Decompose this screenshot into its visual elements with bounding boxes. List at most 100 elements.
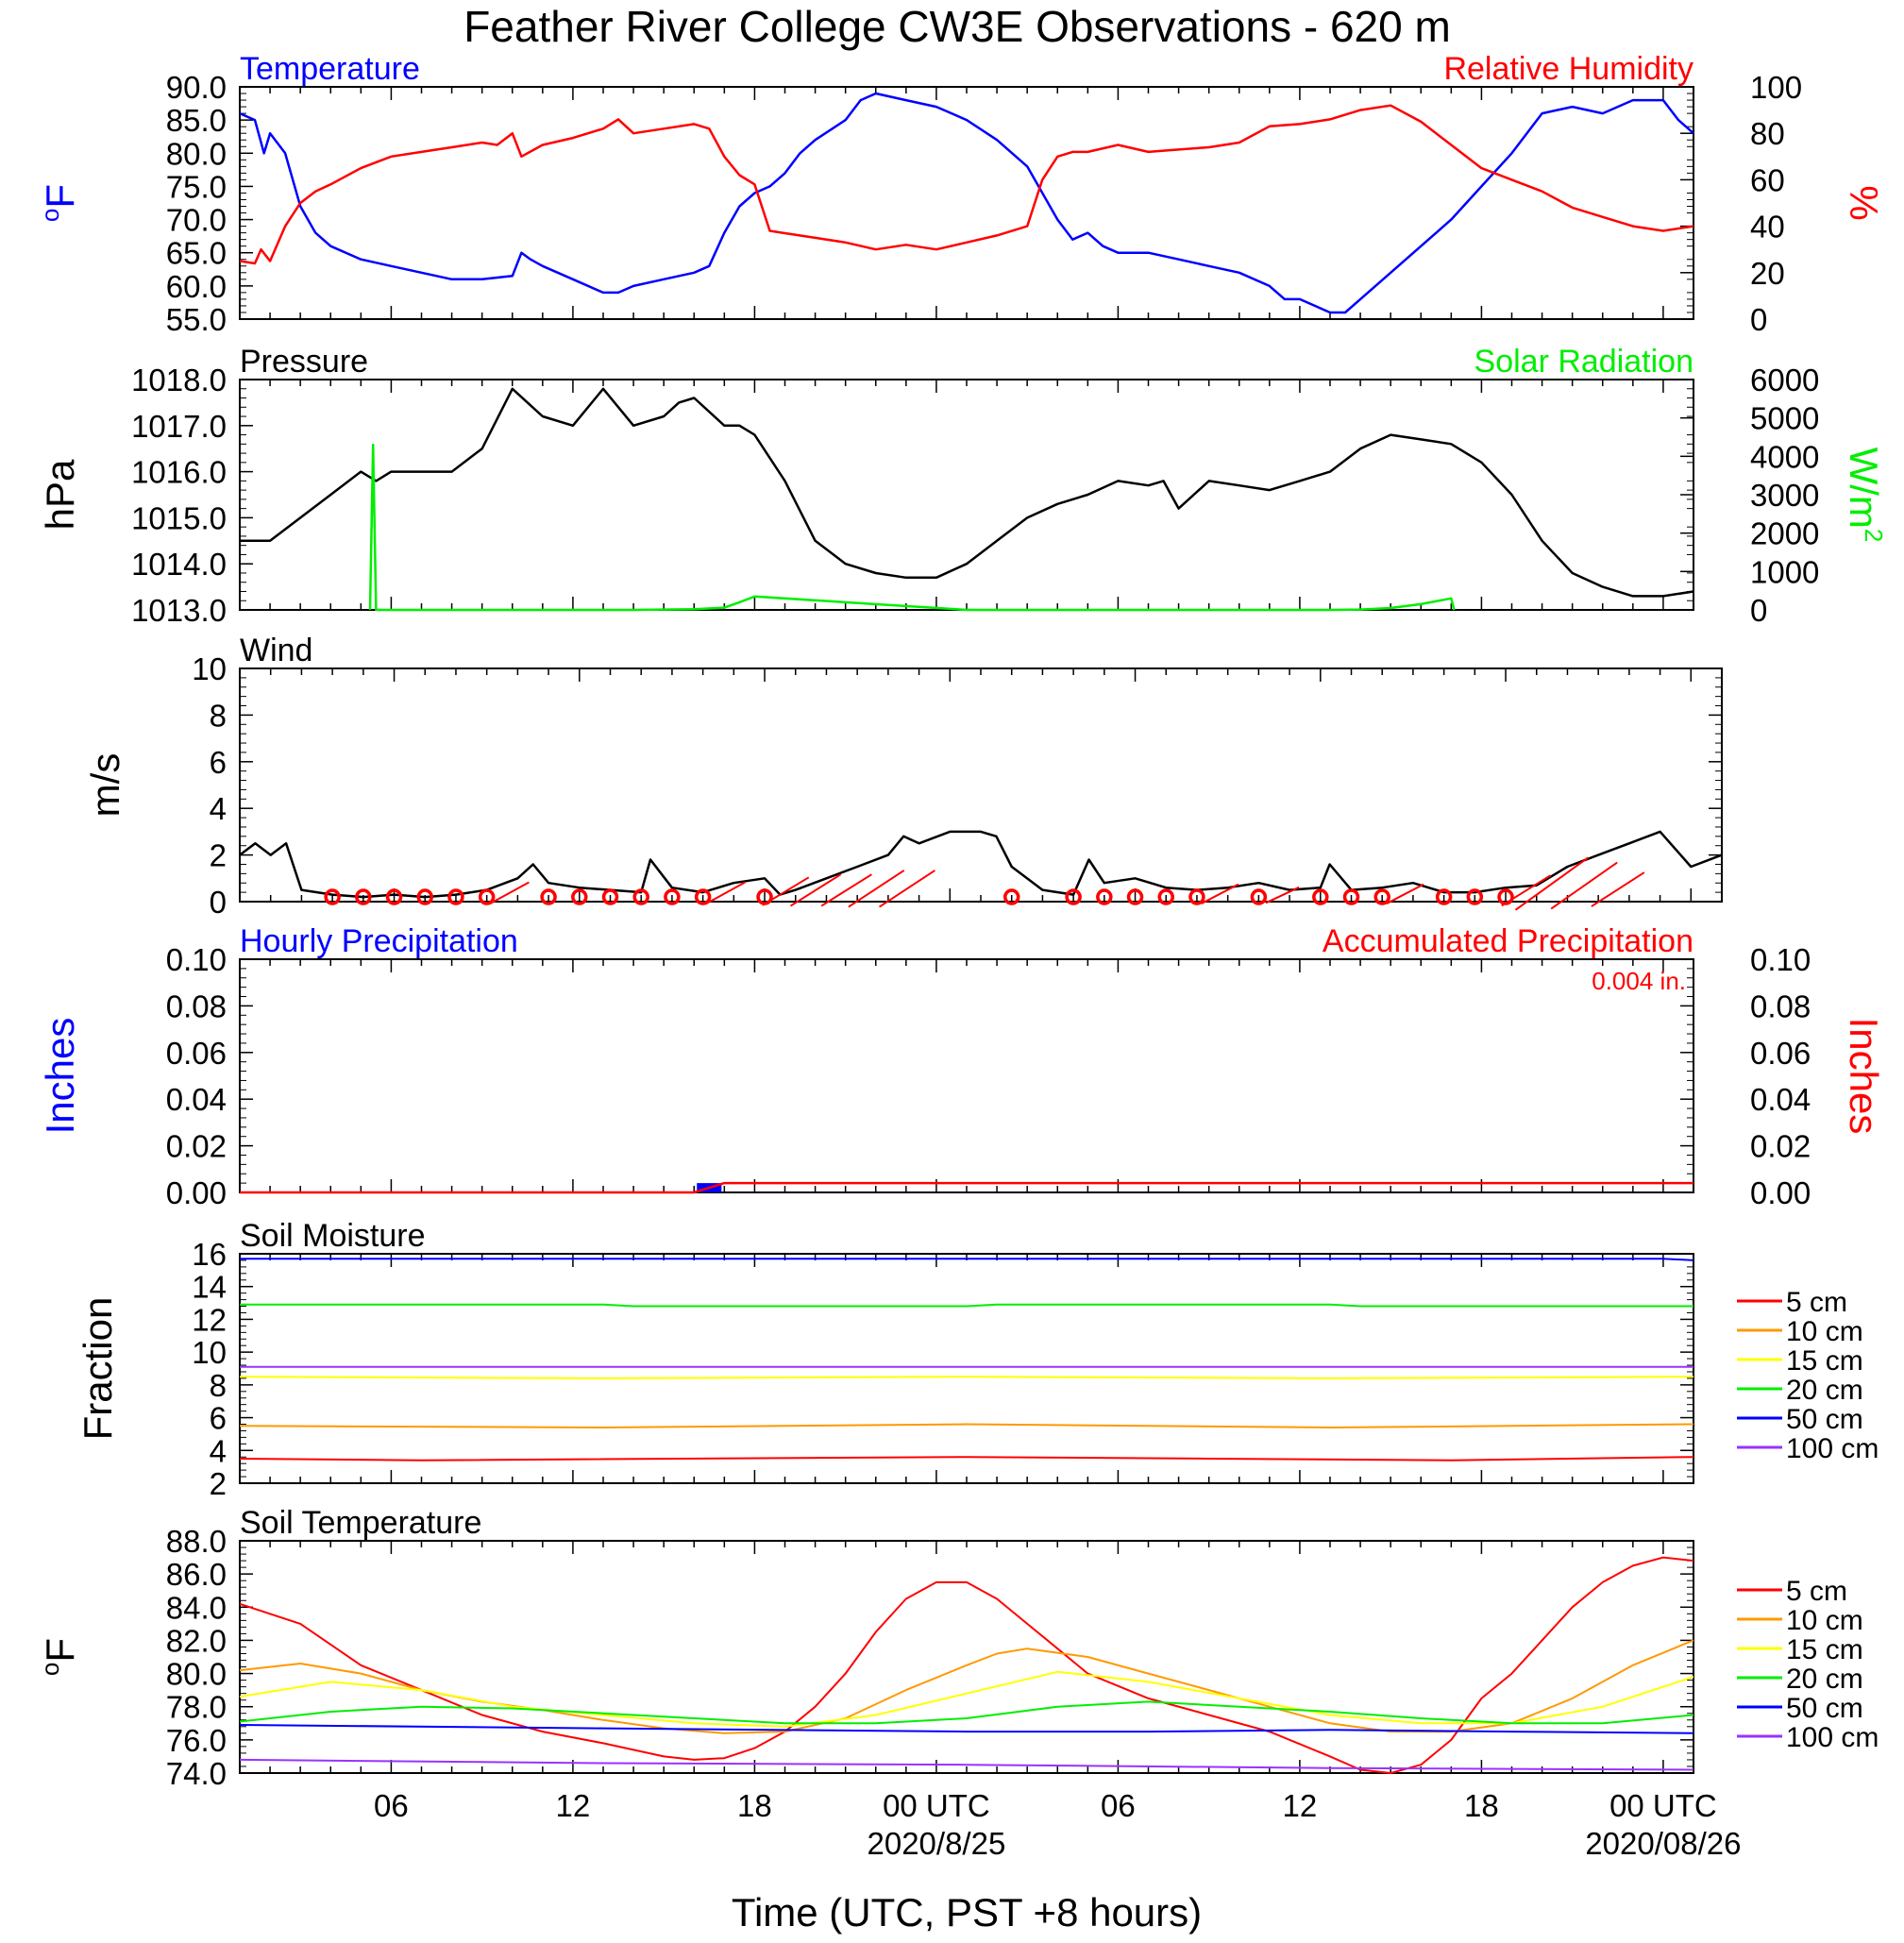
x-tick-label: 18 xyxy=(737,1788,772,1823)
plot-frame xyxy=(239,86,1694,320)
series-line-relative-humidity xyxy=(239,104,1694,265)
x-tick-label: 06 xyxy=(374,1788,409,1823)
y-left-tick-label: 86.0 xyxy=(166,1557,227,1592)
series-line-10-cm xyxy=(239,1423,1694,1428)
y-left-tick-label: 10 xyxy=(192,651,227,686)
legend-label: 100 cm xyxy=(1786,1433,1879,1464)
accumulated-precip-line xyxy=(240,1181,1693,1194)
x-tick-label: 06 xyxy=(1101,1788,1136,1823)
wind-barb xyxy=(789,873,842,907)
wind-calm-circle xyxy=(416,888,433,905)
series-line-50-cm xyxy=(239,1724,1694,1734)
y-left-tick-label: 80.0 xyxy=(166,136,227,171)
y-axis-label-left: hPa xyxy=(38,459,82,530)
y-left-tick-label: 0.06 xyxy=(166,1036,227,1071)
y-left-tick-label: 2 xyxy=(210,1466,227,1501)
y-left-tick-label: 0.04 xyxy=(166,1082,227,1117)
wind-calm-circle xyxy=(1157,888,1174,905)
series-line-5-cm xyxy=(239,1456,1694,1461)
y-right-tick-label: 0.06 xyxy=(1750,1036,1811,1071)
y-right-tick-label: 0 xyxy=(1750,302,1767,337)
legend-label: 15 cm xyxy=(1786,1634,1863,1665)
series-line-wind xyxy=(239,830,1723,899)
wind-calm-circle xyxy=(1250,888,1268,905)
y-left-tick-label: 70.0 xyxy=(166,203,227,238)
wind-calm-circle xyxy=(1003,888,1020,905)
y-left-tick-label: 78.0 xyxy=(166,1690,227,1725)
wind-barb xyxy=(820,873,872,907)
x-tick-date: 2020/8/25 xyxy=(868,1826,1006,1861)
y-axis-label-right: % xyxy=(1842,185,1886,220)
wind-calm-circle xyxy=(1096,888,1113,905)
y-axis-label-left: oF xyxy=(36,1638,82,1676)
series-line-temperature xyxy=(239,92,1694,314)
y-left-tick-label: 10 xyxy=(192,1335,227,1370)
wind-calm-circle xyxy=(447,888,464,905)
y-right-tick-label: 0 xyxy=(1750,593,1767,628)
panel-precip: 0.00 0.02 0.04 0.06 0.08 0.10 0.00 0.02 0.04 0.06… xyxy=(38,923,1886,1210)
y-right-tick-label: 20 xyxy=(1750,256,1785,291)
y-axis-label-right: W/m2 xyxy=(1842,448,1888,543)
wind-calm-circle xyxy=(540,888,557,905)
panel-title-left: Pressure xyxy=(240,344,368,380)
wind-calm-circle xyxy=(478,888,496,905)
wind-barb xyxy=(1265,886,1300,904)
y-left-tick-label: 6 xyxy=(210,745,227,780)
panel-temp-rh: 55.060.065.070.075.080.085.090.0 0 20 40 60 8… xyxy=(36,51,1886,337)
y-left-tick-label: 16 xyxy=(192,1237,227,1272)
y-left-tick-label: 74.0 xyxy=(166,1756,227,1791)
y-left-tick-label: 90.0 xyxy=(166,70,227,105)
y-right-tick-label: 5000 xyxy=(1750,401,1819,436)
wind-barb xyxy=(488,881,530,905)
wind-calm-circle xyxy=(1466,888,1484,905)
y-right-tick-label: 2000 xyxy=(1750,516,1819,551)
wind-calm-circle xyxy=(664,888,681,905)
series-line-15-cm xyxy=(239,1670,1694,1728)
y-axis-label-left: oF xyxy=(36,184,82,222)
wind-barb xyxy=(1514,856,1590,911)
y-right-tick-label: 4000 xyxy=(1750,439,1819,474)
wind-barb xyxy=(704,881,746,905)
y-axis-label-right: Inches xyxy=(1842,1018,1886,1135)
wind-barb xyxy=(1501,874,1552,907)
y-right-tick-label: 100 xyxy=(1750,70,1802,105)
legend-label: 15 cm xyxy=(1786,1345,1863,1377)
panel-title-left: Hourly Precipitation xyxy=(240,923,518,959)
y-left-tick-label: 0.02 xyxy=(166,1129,227,1164)
x-tick-label: 00 UTC xyxy=(1609,1788,1717,1823)
x-tick-label: 12 xyxy=(1283,1788,1318,1823)
y-left-tick-label: 1017.0 xyxy=(131,409,227,444)
y-left-tick-label: 6 xyxy=(210,1401,227,1436)
y-left-tick-label: 80.0 xyxy=(166,1657,227,1692)
chart-title: Feather River College CW3E Observations … xyxy=(463,2,1451,51)
wind-barb xyxy=(1201,883,1239,904)
y-left-tick-label: 0.00 xyxy=(166,1175,227,1210)
plot-frame xyxy=(239,1540,1694,1774)
y-left-tick-label: 1018.0 xyxy=(131,363,227,397)
y-left-tick-label: 1014.0 xyxy=(131,547,227,582)
panel-title-right: Relative Humidity xyxy=(1443,51,1693,87)
legend-label: 50 cm xyxy=(1786,1404,1863,1435)
panel-title-right: Solar Radiation xyxy=(1474,344,1693,380)
x-tick-label: 00 UTC xyxy=(883,1788,990,1823)
y-right-tick-label: 0.04 xyxy=(1750,1082,1811,1117)
x-tick-date: 2020/08/26 xyxy=(1585,1826,1741,1861)
x-axis-label: Time (UTC, PST +8 hours) xyxy=(732,1890,1202,1935)
y-right-tick-label: 60 xyxy=(1750,162,1785,197)
plot-frame xyxy=(239,958,1694,1193)
y-left-tick-label: 88.0 xyxy=(166,1524,227,1559)
precip-annotation: 0.004 in. xyxy=(1592,967,1686,995)
y-axis-label-left: m/s xyxy=(83,753,127,818)
y-left-tick-label: 8 xyxy=(210,698,227,733)
series-line-solar-radiation xyxy=(368,443,1456,612)
y-left-tick-label: 65.0 xyxy=(166,236,227,271)
series-line-20-cm xyxy=(239,1700,1694,1725)
legend-label: 20 cm xyxy=(1786,1664,1863,1695)
y-left-tick-label: 14 xyxy=(192,1270,227,1305)
y-left-tick-label: 75.0 xyxy=(166,169,227,204)
wind-calm-circle xyxy=(1435,888,1453,905)
legend-label: 20 cm xyxy=(1786,1375,1863,1406)
